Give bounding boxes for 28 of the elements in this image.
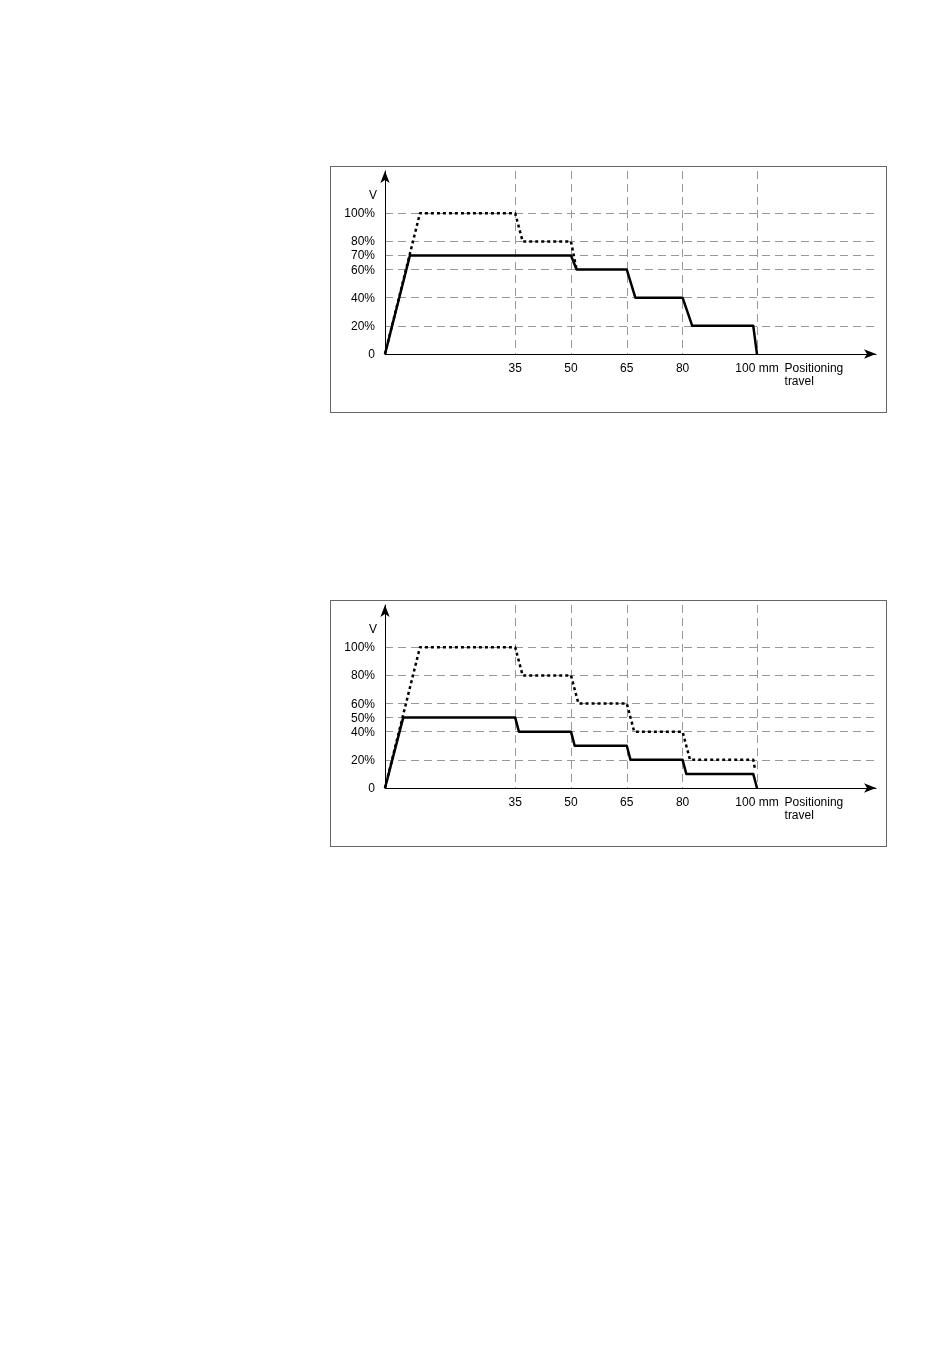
y-tick-label: 40% — [350, 724, 376, 739]
y-tick-label: 0 — [368, 347, 376, 361]
x-axis-title: Positioning travel — [784, 794, 844, 822]
x-tick-label: 100 mm — [735, 361, 779, 375]
x-tick-label: 80 — [675, 361, 690, 375]
y-tick-label: 70% — [350, 248, 376, 263]
x-tick-label: 50 — [564, 795, 578, 809]
y-tick-label: 100% — [344, 206, 376, 221]
x-tick-label: 35 — [508, 795, 523, 809]
x-tick-label: 65 — [620, 795, 634, 809]
x-axis-title: Positioning travel — [784, 360, 844, 388]
x-tick-label: 65 — [620, 361, 634, 375]
y-tick-label: 60% — [350, 696, 376, 711]
y-tick-label: 80% — [350, 234, 376, 249]
y-tick-label: 50% — [350, 710, 376, 725]
y-tick-label: 80% — [350, 668, 376, 683]
y-tick-label: 20% — [350, 318, 376, 333]
y-tick-label: 20% — [350, 752, 376, 767]
y-tick-label: 40% — [350, 290, 376, 305]
x-tick-label: 80 — [675, 795, 690, 809]
x-tick-label: 35 — [508, 361, 523, 375]
x-tick-label: 50 — [564, 361, 578, 375]
x-tick-label: 100 mm — [735, 795, 779, 809]
y-tick-label: 100% — [344, 640, 376, 655]
y-tick-label: 60% — [350, 262, 376, 277]
y-axis-title: V — [368, 622, 377, 636]
y-tick-label: 0 — [368, 781, 376, 795]
y-axis-title: V — [368, 188, 377, 202]
